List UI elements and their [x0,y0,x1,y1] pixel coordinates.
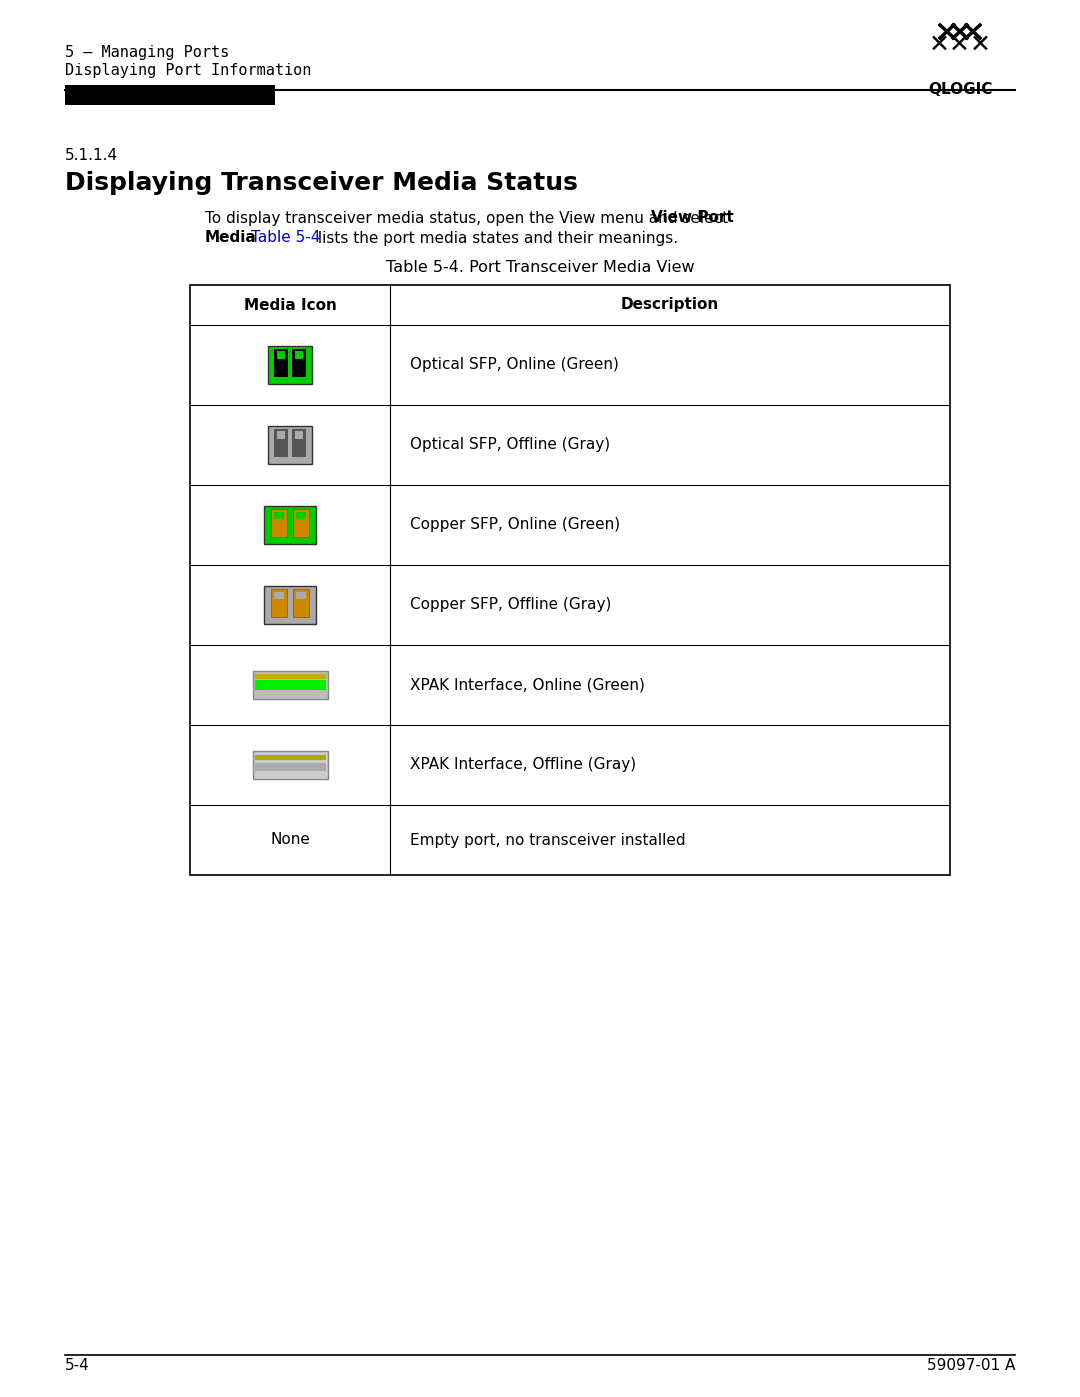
Bar [276,351,285,359]
Bar [271,590,287,617]
Text: Empty port, no transceiver installed: Empty port, no transceiver installed [410,833,686,848]
Text: Copper SFP, Online (Green): Copper SFP, Online (Green) [410,517,620,532]
Text: lists the port media states and their meanings.: lists the port media states and their me… [313,231,678,246]
Text: Media Icon: Media Icon [244,298,337,313]
Bar [296,511,306,520]
Text: None: None [270,833,310,848]
Text: 59097-01 A: 59097-01 A [927,1358,1015,1372]
Bar [65,85,275,105]
Bar [295,351,303,359]
Bar [253,671,327,698]
Text: ✕✕✕: ✕✕✕ [929,34,991,57]
Text: View Port: View Port [651,211,733,225]
Text: Copper SFP, Offline (Gray): Copper SFP, Offline (Gray) [410,598,611,612]
Bar [292,349,306,377]
Bar [274,592,284,599]
Bar [264,506,316,543]
Bar [293,590,309,617]
Bar [264,585,316,624]
Text: 5-4: 5-4 [65,1358,90,1372]
Text: QLOGIC: QLOGIC [928,82,993,98]
Bar [274,511,284,520]
Text: 5.1.1.4: 5.1.1.4 [65,148,118,162]
Bar [293,509,309,536]
Text: XPAK Interface, Offline (Gray): XPAK Interface, Offline (Gray) [410,757,636,773]
Text: Table 5-4. Port Transceiver Media View: Table 5-4. Port Transceiver Media View [386,260,694,275]
Bar [274,349,288,377]
Bar [255,754,325,760]
Text: Optical SFP, Online (Green): Optical SFP, Online (Green) [410,358,619,373]
Text: Media: Media [205,231,257,246]
Bar [274,429,288,457]
Bar [255,673,325,679]
Text: Optical SFP, Offline (Gray): Optical SFP, Offline (Gray) [410,437,610,453]
Bar [296,592,306,599]
Text: To display transceiver media status, open the View menu and select: To display transceiver media status, ope… [205,211,733,225]
Bar [271,509,287,536]
Bar [268,346,312,384]
Bar [268,426,312,464]
Text: Description: Description [621,298,719,313]
Bar [295,432,303,439]
Bar [253,752,327,780]
Text: 5 – Managing Ports: 5 – Managing Ports [65,45,229,60]
Text: Displaying Port Information: Displaying Port Information [65,63,311,77]
Text: Table 5-4: Table 5-4 [251,231,321,246]
Text: XPAK Interface, Online (Green): XPAK Interface, Online (Green) [410,678,645,693]
Bar [292,429,306,457]
Text: .: . [241,231,251,246]
Bar [255,680,325,690]
Text: Displaying Transceiver Media Status: Displaying Transceiver Media Status [65,170,578,196]
Bar [190,285,950,875]
Bar [255,763,325,771]
Bar [276,432,285,439]
